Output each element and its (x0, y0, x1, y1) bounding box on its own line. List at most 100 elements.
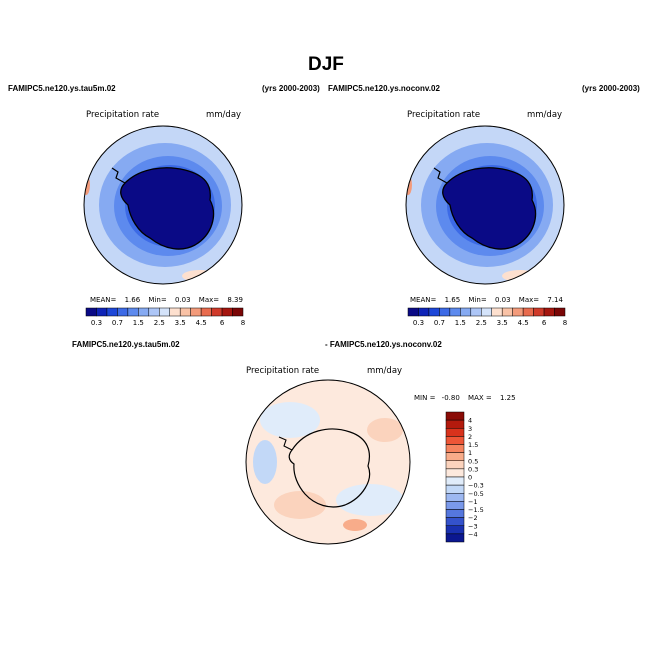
panel3-max-value: 1.25 (499, 394, 516, 402)
panel1-peninsula (111, 167, 126, 184)
panel1-frame (83, 125, 243, 285)
panel1-colorbar-tick-label: 0.7 (112, 319, 123, 327)
panel3-colorbar-swatch (445, 419, 465, 429)
panel1-mean-value: 1.66 (124, 296, 141, 304)
panel1-max-label: Max= (198, 296, 220, 304)
panel2-colorbar-swatch (418, 307, 430, 317)
panel1-colorbar-swatch (148, 307, 160, 317)
panel3-colorbar-tick-label: −0.3 (468, 482, 484, 490)
panel3-colorbar-swatch (445, 452, 465, 461)
panel1-colorbar-swatch (96, 307, 108, 317)
panel2-colorbar-swatch (533, 307, 545, 317)
panel1-colorbar-swatch (190, 307, 202, 317)
panel2-frame (405, 125, 565, 285)
panel3-min-label: MIN = (414, 394, 436, 402)
panel3-continent-fill (301, 425, 369, 485)
panel1-colorbar-swatch (106, 307, 118, 317)
panel1-colorbar-swatch (179, 307, 191, 317)
panel3-colorbar-swatch (445, 428, 465, 437)
panel1-variable: Precipitation rate (86, 110, 160, 120)
panel3-colorbar-swatch (445, 484, 465, 494)
panel3-patch-b (336, 484, 404, 516)
panel3-colorbar-tick-label: 0 (468, 474, 472, 482)
panel3-coastline (288, 428, 371, 508)
panel1-colorbar-tick-label: 4.5 (196, 319, 207, 327)
panel3-colorbar-swatch (445, 444, 465, 453)
panel2-colorbar-swatch (543, 307, 555, 317)
panel1-units: mm/day (206, 110, 242, 120)
panel2-colorbar-tick-label: 4.5 (518, 319, 529, 327)
panel3-case-title: FAMIPC5.ne120.ys.tau5m.02 (72, 340, 180, 349)
panel3-patch-a (260, 402, 320, 438)
panel3-patch-c (274, 491, 326, 519)
panel3-colorbar-tick-label: 0.3 (468, 465, 478, 473)
panel3-min-value: -0.80 (441, 394, 460, 402)
panel3-colorbar-tick-label: −1.5 (468, 506, 484, 514)
panel3-colorbar-tick-label: 4 (468, 417, 472, 425)
panel2-years: (yrs 2000-2003) (582, 84, 640, 93)
panel1-min-label: Min= (148, 296, 167, 304)
panel2-colorbar-swatch (460, 307, 472, 317)
panel2-colorbar-swatch (554, 307, 566, 317)
panel2-min-label: Min= (468, 296, 487, 304)
panel2-antarctica-dry (442, 167, 536, 250)
panel3-colorbar-tick-label: −0.5 (468, 490, 484, 498)
panel3-stats: MIN = -0.80 MAX = 1.25 (414, 394, 516, 402)
panel3-colorbar-swatch (445, 509, 465, 518)
panel2-coastline (442, 167, 537, 250)
panel2-colorbar-swatch (407, 307, 419, 317)
panel3-peninsula (278, 436, 293, 451)
panel2-colorbar-swatch (522, 307, 534, 317)
panel2-colorbar-tick-label: 1.5 (455, 319, 466, 327)
panel1-colorbar-tick-label: 2.5 (154, 319, 165, 327)
panel3-units: mm/day (367, 366, 403, 376)
panel2-colorbar-tick-label: 0.7 (434, 319, 445, 327)
panel1-colorbar-swatch (127, 307, 139, 317)
panel3-colorbar-swatch (445, 533, 465, 543)
panel3-patch-d (367, 418, 403, 442)
panel3-max-label: MAX = (468, 394, 492, 402)
panel1-mean-label: MEAN= (90, 296, 117, 304)
panel3-colorbar-tick-label: 3 (468, 425, 472, 433)
panel3-patch-f (343, 519, 367, 531)
panel1-colorbar-tick-label: 1.5 (133, 319, 144, 327)
panel2-colorbar-tick-label: 0.3 (413, 319, 424, 327)
panel3-colorbar-swatch (445, 460, 465, 470)
panel1-colorbar-swatch (159, 307, 170, 317)
panel2-colorbar-tick-label: 3.5 (497, 319, 508, 327)
panel3-colorbar-tick-label: −3 (468, 522, 478, 530)
panel1-colorbar-tick-label: 0.3 (91, 319, 102, 327)
panel3-colorbar-swatch (445, 468, 465, 478)
panel3-case-diff-title: - FAMIPC5.ne120.ys.noconv.02 (325, 340, 442, 349)
panel1-colorbar-swatch (232, 307, 244, 317)
panel2-colorbar-tick-label: 2.5 (476, 319, 487, 327)
panel3-colorbar-swatch (445, 436, 465, 445)
panel1-colorbar-swatch (211, 307, 223, 317)
panel2-colorbar: 0.3 0.7 1.5 2.5 3.5 4.5 6 8 (407, 307, 567, 327)
panel3-colorbar-swatch (445, 501, 465, 510)
panel2-mean-label: MEAN= (410, 296, 437, 304)
panel2-mean-value: 1.65 (444, 296, 461, 304)
panel3-map (245, 379, 411, 545)
panel2-max-label: Max= (518, 296, 540, 304)
panel3-colorbar-tick-label: 2 (468, 433, 472, 441)
panel2-colorbar-swatch (439, 307, 451, 317)
panel2-colorbar-tick-label: 6 (542, 319, 547, 327)
panel2-colorbar-swatch (428, 307, 440, 317)
panel2-colorbar-swatch (512, 307, 524, 317)
panel3-colorbar-tick-label: 1 (468, 449, 472, 457)
panel2-stats: MEAN= 1.65 Min= 0.03 Max= 7.14 (410, 296, 563, 304)
panel2-peninsula (433, 167, 448, 184)
panel3-patch-e (253, 440, 277, 484)
panel2-case-title: FAMIPC5.ne120.ys.noconv.02 (328, 84, 440, 93)
panel1-colorbar-swatch (169, 307, 181, 317)
panel1-stats: MEAN= 1.66 Min= 0.03 Max= 8.39 (90, 296, 243, 304)
panel2-max-value: 7.14 (547, 296, 563, 304)
panel1-colorbar-tick-label: 6 (220, 319, 225, 327)
panel2-colorbar-swatch (501, 307, 513, 317)
panel1-colorbar: 0.3 0.7 1.5 2.5 3.5 4.5 6 8 (85, 307, 245, 327)
panel1-coastline (120, 167, 215, 250)
panel1-map (83, 125, 243, 285)
